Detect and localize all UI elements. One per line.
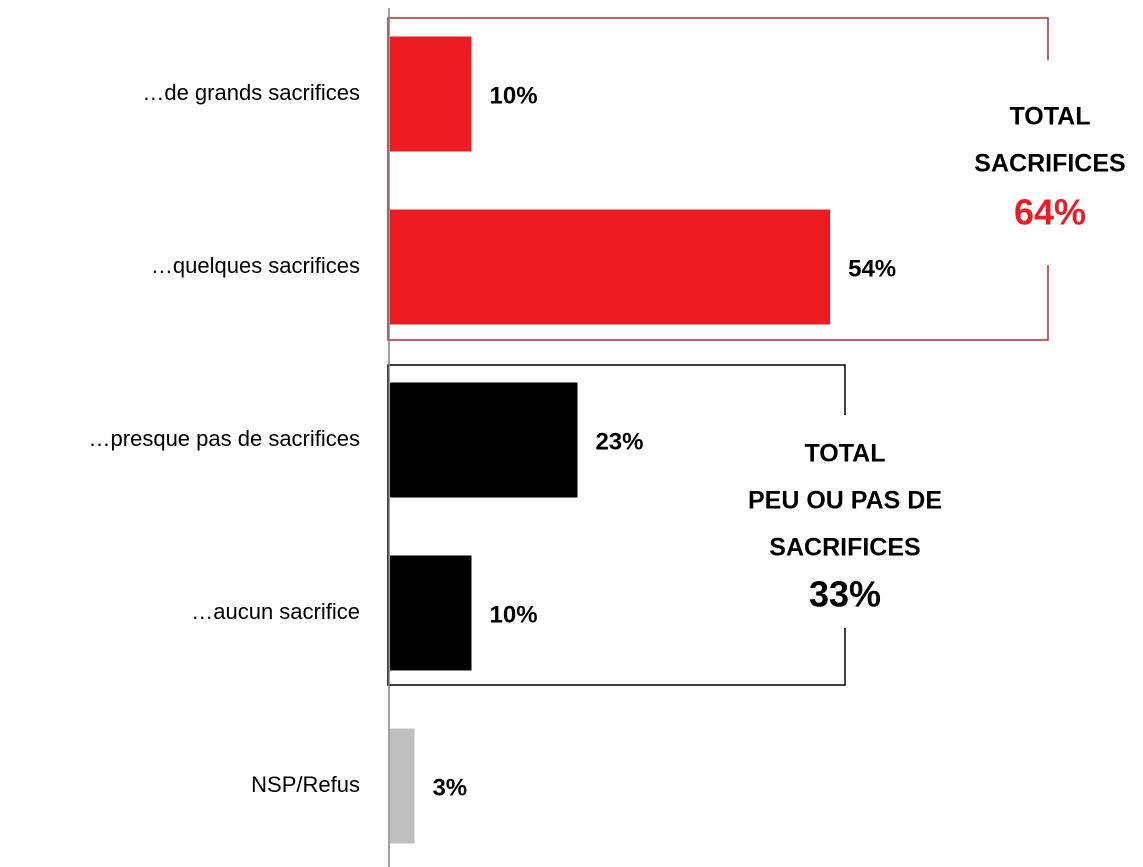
value-label: 54% xyxy=(848,255,896,282)
annotation-text: TOTAL xyxy=(804,440,885,468)
category-label: …de grands sacrifices xyxy=(142,80,360,105)
annotation-total: 64% xyxy=(1014,192,1086,233)
value-label: 10% xyxy=(490,601,538,628)
category-label: …quelques sacrifices xyxy=(151,253,360,278)
bracket-peu xyxy=(387,364,846,686)
bar xyxy=(390,36,472,152)
annotation-text: SACRIFICES xyxy=(769,534,920,562)
annotation-text: SACRIFICES xyxy=(974,150,1125,178)
bracket-sacrifices xyxy=(387,17,1049,341)
value-label: 10% xyxy=(490,82,538,109)
value-label: 3% xyxy=(432,774,467,801)
annotation-text: TOTAL xyxy=(1009,103,1090,131)
bar xyxy=(390,555,472,671)
bar xyxy=(390,728,415,844)
category-label: NSP/Refus xyxy=(251,772,360,797)
annotation-text: PEU OU PAS DE xyxy=(748,487,942,515)
bar xyxy=(390,209,831,325)
category-label: …aucun sacrifice xyxy=(191,599,360,624)
annotation-total: 33% xyxy=(809,574,881,615)
value-label: 23% xyxy=(595,428,643,455)
bar xyxy=(390,382,578,498)
category-label: …presque pas de sacrifices xyxy=(89,426,360,451)
